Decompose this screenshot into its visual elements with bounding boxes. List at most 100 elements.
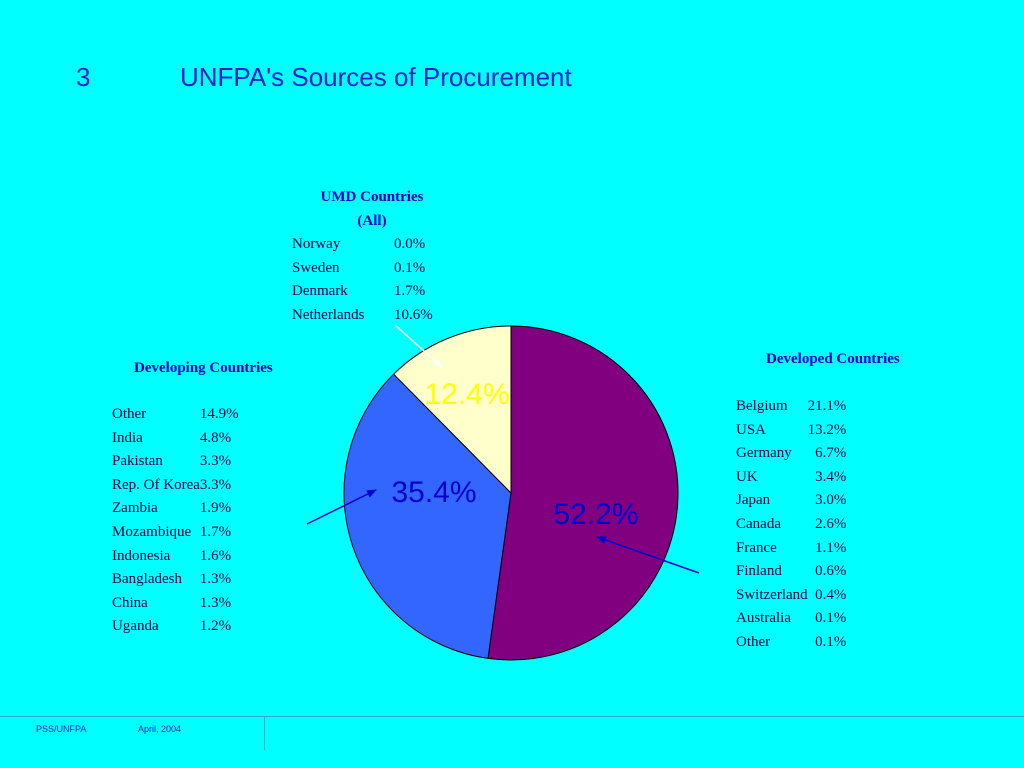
footer-divider [0,716,1024,717]
country-share: 0.6% [815,563,847,580]
country-row: Netherlands 10.6% [292,304,433,328]
developing-slice [343,373,512,659]
country-name: UK [736,468,758,485]
country-row: Belgium 21.1% [736,395,846,419]
country-share: 1.3% [199,571,232,588]
country-row: UK 3.4% [736,466,846,490]
country-row: Norway 0.0% [292,233,433,257]
umd-countries-group: UMD Countries (All) Norway 0.0% Sweden 0.1%… [292,186,452,328]
country-share: 1.1% [815,539,847,556]
footer-date: April, 2004 [138,724,182,734]
footer-vertical-divider [264,716,265,750]
country-share: 13.2% [807,421,847,438]
country-row: Denmark 1.7% [292,280,433,304]
country-row: Bangladesh 1.3% [112,568,239,592]
country-row: Mozambique 1.7% [112,521,239,545]
country-row: Australia 0.1% [736,607,846,631]
developing-slice-label: 35.4% [391,476,476,509]
country-share: 0.1% [815,633,847,650]
umd-group-subtitle: (All) [357,212,387,229]
country-name: Mozambique [112,523,192,540]
umd-leader-arrow [394,324,443,368]
slide-number: 3 [76,62,91,92]
country-name: France [736,539,777,556]
country-row: Indonesia 1.6% [112,545,239,569]
country-share: 4.8% [199,429,232,446]
country-row: Canada 2.6% [736,513,846,537]
umd-slice-label: 12.4% [424,378,509,411]
country-name: Rep. Of Korea [112,476,200,493]
country-name: Denmark [292,283,348,300]
country-row: Japan 3.0% [736,489,846,513]
country-name: Belgium [736,398,788,414]
country-share: 0.4% [815,586,847,603]
slide-title: 3 UNFPA's Sources of Procurement [76,62,572,93]
country-name: China [112,594,148,611]
country-name: Germany [736,445,792,462]
country-share: 21.1% [807,398,847,414]
country-name: Netherlands [292,306,365,323]
country-row: Other 0.1% [736,631,846,655]
country-row: Switzerland 0.4% [736,584,846,608]
country-row: Sweden 0.1% [292,257,433,281]
country-row: Rep. Of Korea 3.3% [112,474,239,498]
country-share: 3.3% [199,476,232,493]
country-name: Other [736,633,771,650]
country-share: 1.7% [199,523,232,540]
country-share: 1.2% [199,618,232,635]
country-row: Zambia 1.9% [112,497,239,521]
country-share: 10.6% [394,306,433,323]
country-row: Germany 6.7% [736,442,846,466]
footer-org: PSS/UNFPA [36,724,87,734]
country-name: Switzerland [736,586,808,603]
country-name: Zambia [112,500,158,517]
country-name: Pakistan [112,453,163,470]
country-share: 0.0% [394,236,426,253]
country-row: India 4.8% [112,427,239,451]
country-share: 14.9% [199,406,239,422]
country-name: USA [736,421,767,438]
country-name: Japan [736,492,771,509]
country-name: Other [112,406,147,422]
country-share: 3.4% [815,468,847,485]
umd-slice [392,325,512,495]
developed-group-title: Developed Countries [766,351,900,367]
developing-leader-arrow [306,489,377,525]
country-share: 3.3% [199,453,232,470]
developed-slice-label: 52.2% [553,498,638,531]
country-row: Uganda 1.2% [112,615,239,639]
country-name: Uganda [112,618,159,635]
developing-group-title: Developing Countries [134,360,273,376]
country-name: Indonesia [112,547,171,564]
country-share: 1.6% [199,547,232,564]
country-row: Other 14.9% [112,403,239,427]
country-name: India [112,429,143,446]
umd-group-title: UMD Countries [320,189,424,205]
country-share: 0.1% [394,259,426,276]
country-row: Finland 0.6% [736,560,846,584]
country-name: Norway [292,236,341,253]
country-share: 1.7% [394,283,426,300]
country-name: Canada [736,515,781,532]
country-name: Bangladesh [112,571,182,588]
developed-slice [487,325,679,661]
country-share: 3.0% [815,492,847,509]
country-row: Pakistan 3.3% [112,450,239,474]
slide-title-text: UNFPA's Sources of Procurement [180,62,572,92]
country-name: Australia [736,610,791,627]
country-share: 1.9% [199,500,232,517]
country-name: Sweden [292,259,340,276]
umd-country-list: Norway 0.0% Sweden 0.1% Denmark 1.7% Netherlan… [292,233,433,327]
developing-country-list: Other 14.9% India 4.8% Pakistan 3.3% Rep. Of K… [112,403,239,639]
developed-leader-arrow [596,536,700,574]
country-row: France 1.1% [736,537,846,561]
country-share: 0.1% [815,610,847,627]
country-share: 1.3% [199,594,232,611]
country-name: Finland [736,563,782,580]
developed-country-list: Belgium 21.1% USA 13.2% Germany 6.7% UK 3.4% Jap… [736,395,846,655]
country-share: 6.7% [815,445,847,462]
country-share: 2.6% [815,515,847,532]
country-row: China 1.3% [112,592,239,616]
country-row: USA 13.2% [736,419,846,443]
